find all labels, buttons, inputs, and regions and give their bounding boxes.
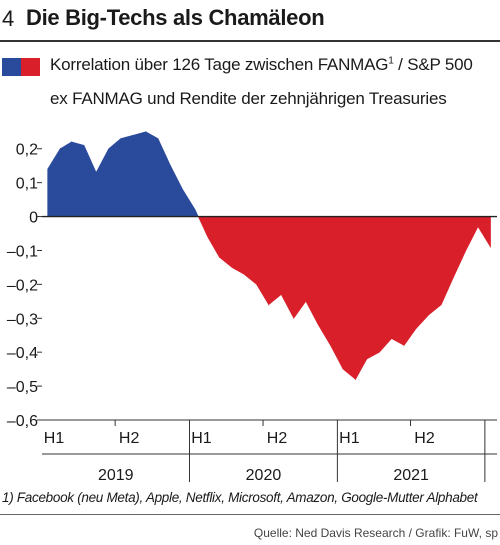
- figure-header: 4 Die Big-Techs als Chamäleon: [0, 0, 500, 40]
- y-tick-label: –0,2: [7, 277, 38, 294]
- y-tick-label: –0,3: [7, 311, 38, 328]
- y-tick-label: 0: [29, 210, 38, 227]
- positive-correlation-area: [47, 131, 199, 217]
- figure-title: Die Big-Techs als Chamäleon: [26, 5, 325, 30]
- correlation-chart: 0,2 0,1 0 –0,1 –0,2 –0,3 –0,4 –0,5 –0,6 H1 H2 2019 H…: [7, 131, 497, 484]
- x-year-label: 2019: [98, 467, 134, 484]
- y-tick-label: –0,6: [7, 413, 38, 430]
- x-tick-label-h1: H1: [339, 430, 360, 447]
- x-tick-label-h1: H1: [44, 430, 65, 447]
- header-rule: [0, 40, 500, 42]
- legend-text-main: Korrelation über 126 Tage zwischen FANMA…: [50, 55, 389, 74]
- legend-swatch: [2, 58, 40, 76]
- negative-correlation-area: [197, 216, 491, 381]
- y-tick-label: –0,5: [7, 379, 38, 396]
- y-tick-label: –0,4: [7, 345, 38, 362]
- legend-text-rest: / S&P 500: [393, 55, 473, 74]
- footer-rule: [0, 514, 500, 515]
- source-credit: Quelle: Ned Davis Research / Grafik: FuW…: [253, 526, 498, 540]
- legend-footnote-marker: 1: [388, 55, 394, 67]
- footnote: 1) Facebook (neu Meta), Apple, Netflix, …: [2, 490, 478, 505]
- x-year-label: 2021: [393, 467, 429, 484]
- legend-swatch-positive: [2, 58, 21, 76]
- legend-text-line1: Korrelation über 126 Tage zwischen FANMA…: [50, 55, 473, 75]
- y-tick-label: 0,2: [16, 142, 38, 159]
- x-tick-label-h1: H1: [191, 430, 212, 447]
- legend-swatch-negative: [21, 58, 40, 76]
- y-tick-label: 0,1: [16, 176, 38, 193]
- y-tick-label: –0,1: [7, 243, 38, 260]
- legend-text-line2: ex FANMAG und Rendite der zehnjährigen T…: [50, 89, 447, 108]
- x-tick-label-h2: H2: [119, 430, 140, 447]
- figure-number: 4: [2, 6, 15, 31]
- x-tick-label-h2: H2: [267, 430, 288, 447]
- x-year-label: 2020: [246, 467, 282, 484]
- x-tick-label-h2: H2: [414, 430, 435, 447]
